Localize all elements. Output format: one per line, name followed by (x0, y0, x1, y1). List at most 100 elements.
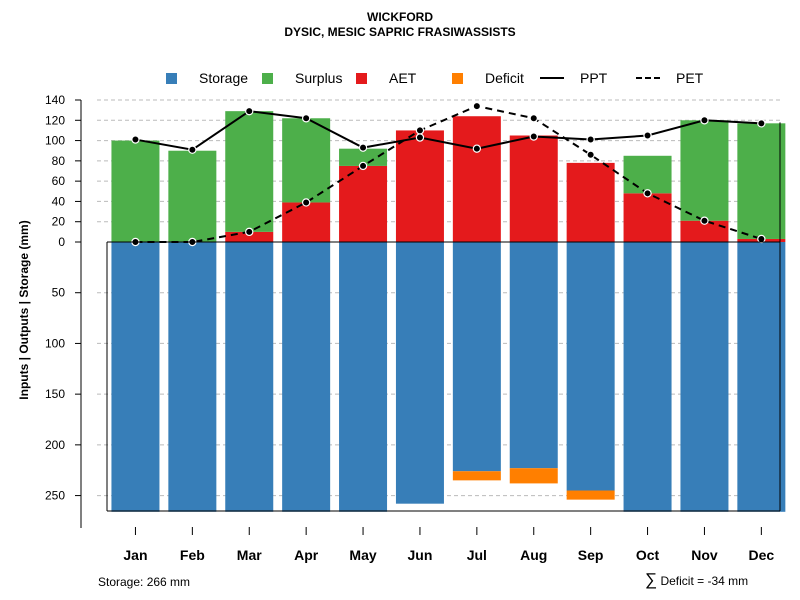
legend-deficit: Deficit (452, 70, 524, 86)
legend-label-surplus: Surplus (295, 70, 343, 86)
legend-aet: AET (356, 70, 416, 86)
surplus-bar (339, 148, 388, 166)
y-tick-label: 50 (52, 286, 66, 300)
pet-line-point (643, 189, 652, 198)
storage-bar (111, 242, 160, 512)
pet-line-point (586, 150, 595, 159)
ppt-line-point (472, 144, 482, 153)
surplus-bar (737, 123, 786, 239)
storage-bar (282, 242, 331, 512)
storage-bar (339, 242, 388, 512)
ppt-line-point (586, 135, 595, 144)
surplus-bar (225, 111, 274, 232)
aet-bar (395, 130, 444, 242)
storage-bar (509, 242, 558, 469)
storage-swatch-icon (166, 72, 177, 84)
deficit-total: Deficit = -34 mm (660, 574, 749, 588)
x-tick-label: Dec (749, 547, 775, 563)
surplus-bar (282, 118, 331, 203)
legend: Storage Surplus AET Deficit PPT PET (0, 70, 800, 90)
legend-label-pet: PET (676, 70, 704, 86)
aet-bar (282, 202, 331, 242)
legend-ppt: PPT (540, 70, 607, 86)
ppt-line-point (301, 114, 311, 123)
storage-bar (623, 242, 672, 512)
y-tick-label: 60 (52, 174, 66, 188)
legend-label-storage: Storage (199, 70, 249, 86)
x-tick-label: Jan (123, 547, 147, 563)
pet-line-point (700, 216, 709, 225)
y-axis-title: Inputs | Outputs | Storage (mm) (17, 220, 31, 399)
pet-line-point (245, 227, 254, 237)
deficit-bar (566, 490, 615, 500)
chart-title: WICKFORD (367, 10, 433, 24)
pet-line-point (529, 114, 538, 123)
y-tick-label: 140 (45, 93, 65, 107)
chart-subtitle: DYSIC, MESIC SAPRIC FRASIWASSISTS (284, 25, 516, 39)
legend-pet: PET (636, 70, 703, 86)
x-tick-label: Aug (520, 547, 547, 563)
surplus-bar (623, 155, 672, 194)
x-tick-label: Oct (636, 547, 660, 563)
pet-line-point (472, 101, 482, 111)
storage-bar (225, 242, 274, 512)
aet-bar (680, 220, 729, 242)
x-tick-label: Nov (691, 547, 718, 563)
ppt-line-point (131, 135, 140, 144)
x-tick-label: Jun (408, 547, 433, 563)
deficit-bar (509, 468, 558, 484)
ppt-line-point (700, 116, 709, 125)
ppt-line-point (529, 132, 538, 141)
aet-bar (225, 231, 274, 242)
storage-bar (566, 242, 615, 491)
y-tick-label: 40 (52, 194, 66, 208)
y-tick-label: 120 (45, 113, 65, 127)
aet-swatch-icon (356, 72, 367, 84)
surplus-swatch-icon (262, 72, 273, 84)
y-tick-label: 200 (45, 438, 65, 452)
sigma-icon: ∑ (645, 570, 658, 589)
series-lines (131, 101, 766, 247)
aet-bar (509, 135, 558, 242)
storage-bar (168, 242, 217, 512)
x-tick-label: Apr (294, 547, 319, 563)
y-tick-label: 80 (52, 154, 66, 168)
deficit-note: ∑ Deficit = -34 mm (645, 570, 748, 590)
legend-storage: Storage (166, 70, 248, 86)
pet-line-point (415, 126, 425, 135)
ppt-line-point (358, 143, 368, 152)
solid-line-icon (540, 77, 564, 79)
storage-bar (452, 242, 501, 472)
ppt-line-point (643, 131, 652, 140)
axes: 0 20 40 60 80 100 120 140 50 100 150 200 250 Jan Feb Ma… (17, 93, 781, 563)
pet-line-point (301, 198, 311, 207)
x-tick-label: Mar (237, 547, 262, 563)
storage-bar (680, 242, 729, 512)
x-tick-label: Jul (467, 547, 487, 563)
surplus-bar (680, 120, 729, 221)
deficit-bar (452, 471, 501, 481)
bars (111, 111, 786, 512)
ppt-line-point (245, 106, 254, 116)
x-tick-label: Feb (180, 547, 205, 563)
y-tick-label: 150 (45, 387, 65, 401)
storage-bar (395, 242, 444, 504)
y-tick-label: 250 (45, 489, 65, 503)
deficit-swatch-icon (452, 72, 463, 84)
legend-label-deficit: Deficit (485, 70, 524, 86)
pet-line (135, 105, 762, 243)
ppt-line-point (757, 119, 766, 128)
ppt-line-point (415, 133, 425, 142)
y-tick-label: 0 (58, 235, 65, 249)
legend-label-aet: AET (389, 70, 417, 86)
pet-line-point (757, 234, 766, 244)
aet-bar (623, 193, 672, 242)
pet-line-point (358, 161, 368, 171)
surplus-bar (111, 140, 160, 242)
y-tick-label: 20 (52, 215, 66, 229)
storage-bar (737, 242, 786, 512)
x-tick-label: Sep (578, 547, 604, 563)
aet-bar (566, 162, 615, 242)
ppt-line (135, 110, 762, 151)
